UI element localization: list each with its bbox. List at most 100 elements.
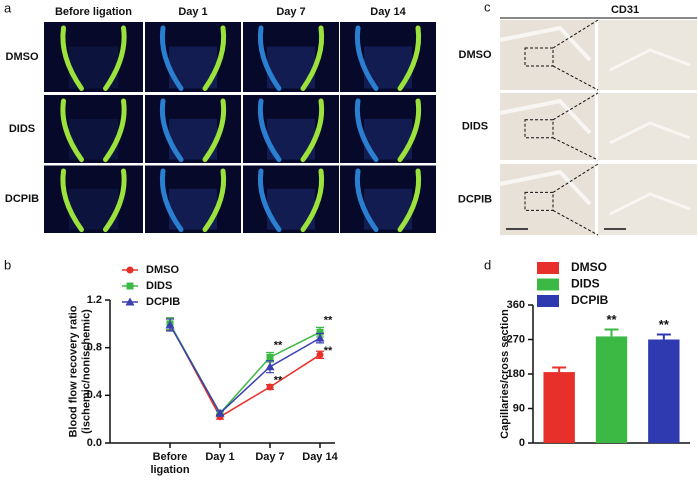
row-label: DMSO [459, 49, 492, 61]
zoom-line [552, 19, 599, 49]
bar [595, 336, 628, 443]
panel-label: d [484, 257, 491, 272]
y-tick-label: 270 [507, 333, 525, 345]
zoom-line [552, 65, 599, 91]
bar [543, 372, 575, 443]
marker [316, 328, 324, 336]
vessel [60, 98, 84, 163]
y-tick-label: 0.0 [87, 437, 102, 449]
vessel [257, 98, 282, 163]
legend-swatch [537, 262, 559, 274]
significance: ** [659, 317, 670, 332]
vessel [397, 25, 422, 91]
row-label: DIDS [9, 123, 35, 135]
marker [125, 297, 135, 306]
legend-label: DCPIB [571, 293, 609, 307]
fiber-gap [609, 192, 691, 216]
series-line [169, 324, 321, 415]
panel-title: CD31 [611, 4, 639, 16]
vessel [202, 98, 227, 163]
marker [215, 408, 225, 417]
vessel [103, 168, 127, 233]
marker [316, 351, 324, 359]
column-header: Day 1 [178, 6, 207, 18]
vessel [354, 168, 379, 233]
vessel [159, 25, 184, 91]
error-bar [552, 366, 567, 373]
vessel [300, 98, 325, 163]
vessel [202, 168, 227, 233]
fiber-gap [609, 48, 691, 72]
column-header: Day 14 [370, 6, 406, 18]
column-header: Day 7 [276, 6, 305, 18]
legend-label: DIDS [571, 277, 600, 291]
x-tick-label: Before ligation [150, 451, 190, 476]
zoom-box [524, 119, 554, 139]
vessel [159, 168, 184, 233]
vessel [103, 98, 127, 163]
row-label: DCPIB [458, 193, 492, 205]
x-tick-label-box: Day 1 [205, 451, 235, 463]
histology-zoom [598, 164, 697, 235]
x-tick-label: Day 14 [302, 451, 338, 463]
x-tick-label: Day 7 [255, 451, 285, 463]
error-bar [604, 328, 619, 337]
panel-label: c [484, 0, 491, 14]
legend-swatch [537, 295, 559, 307]
histology-zoom [598, 93, 697, 160]
x-tick-label-box: Day 7 [255, 451, 285, 463]
zoom-box [524, 191, 554, 211]
y-tick-label: 1.2 [87, 294, 102, 306]
significance: ** [274, 375, 283, 387]
vessel [300, 25, 325, 91]
significance: ** [324, 314, 333, 326]
vessel [354, 25, 379, 91]
marker [315, 333, 325, 342]
y-tick-label: 90 [513, 402, 525, 414]
vessel [397, 98, 422, 163]
marker [266, 383, 274, 391]
histology-zoom [598, 20, 697, 90]
panel-label: b [4, 257, 11, 272]
zoom-box [524, 47, 554, 67]
column-header: Before ligation [55, 6, 132, 18]
marker [165, 320, 175, 329]
vessel [202, 25, 227, 91]
zoom-line [552, 137, 599, 161]
marker [126, 282, 134, 290]
x-tick-label-box: Day 14 [302, 451, 338, 463]
y-tick-label: 0.8 [87, 342, 102, 354]
vessel [60, 25, 84, 91]
vessel [354, 98, 379, 163]
vessel [300, 168, 325, 233]
error-bar [656, 333, 671, 340]
marker [265, 362, 275, 371]
legend-label: DIDS [146, 280, 172, 292]
panel-label: a [4, 0, 12, 15]
marker [126, 266, 134, 274]
vessel [159, 98, 184, 163]
y-axis-label: (ischemic/nonischemic) [80, 309, 92, 434]
significance: ** [274, 339, 283, 351]
fiber-gap [609, 121, 691, 145]
significance: ** [324, 345, 333, 357]
zoom-line [552, 163, 599, 193]
row-label: DMSO [6, 51, 39, 63]
legend-label: DCPIB [146, 296, 180, 308]
x-tick-label: Day 1 [205, 451, 235, 463]
x-tick-label-box: Before ligation [150, 451, 190, 476]
vessel [103, 25, 127, 91]
zoom-line [552, 209, 599, 236]
vessel [397, 168, 422, 233]
row-label: DCPIB [5, 193, 39, 205]
significance: ** [606, 312, 617, 327]
fiber-gap [499, 98, 592, 135]
y-axis-label: Blood flow recovery ratio [67, 305, 79, 437]
legend-label: DMSO [571, 260, 607, 274]
vessel [60, 168, 84, 233]
marker [266, 353, 274, 361]
zoom-line [552, 92, 599, 121]
series-line [169, 323, 321, 418]
y-tick-label: 360 [507, 299, 525, 311]
vessel [257, 25, 282, 91]
